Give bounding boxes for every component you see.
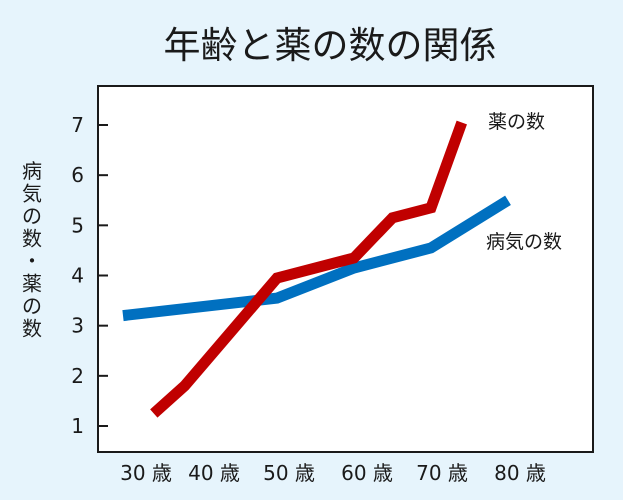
x-tick-label: 40 歳: [188, 461, 240, 485]
x-tick-label: 30 歳: [120, 461, 172, 485]
y-axis-label-char: 薬: [22, 272, 42, 296]
x-tick-label: 50 歳: [263, 461, 315, 485]
y-axis-label-char: 病: [22, 159, 42, 183]
series-label-medicine: 薬の数: [488, 111, 545, 133]
series-lines: [122, 120, 511, 418]
y-axis-label: 病気の数・薬の数: [22, 159, 42, 341]
y-axis-label-char: 数: [22, 317, 42, 341]
y-tick-label: 5: [71, 213, 84, 237]
chart-title: 年齢と薬の数の関係: [164, 24, 497, 67]
y-axis-ticks: 1 2 3 4 5 6 7: [71, 113, 108, 438]
y-tick-label: 4: [71, 264, 84, 288]
y-axis-label-char: の: [22, 294, 42, 318]
y-axis-label-char: の: [22, 204, 42, 228]
y-tick-label: 3: [71, 314, 84, 338]
x-tick-label: 60 歳: [341, 461, 393, 485]
x-tick-label: 70 歳: [416, 461, 468, 485]
y-tick-label: 7: [71, 113, 84, 137]
series-label-illness: 病気の数: [486, 231, 562, 253]
x-tick-label: 80 歳: [494, 461, 546, 485]
y-tick-label: 2: [71, 364, 84, 388]
series-line-medicine: [150, 120, 467, 418]
y-tick-label: 1: [71, 414, 84, 438]
series-line-illness: [122, 195, 511, 322]
y-axis-label-char: ・: [22, 249, 42, 273]
y-tick-label: 6: [71, 163, 84, 187]
y-axis-label-char: 気: [22, 182, 42, 206]
y-axis-label-char: 数: [22, 227, 42, 251]
x-axis-ticks: 30 歳 40 歳 50 歳 60 歳 70 歳 80 歳: [120, 461, 546, 485]
